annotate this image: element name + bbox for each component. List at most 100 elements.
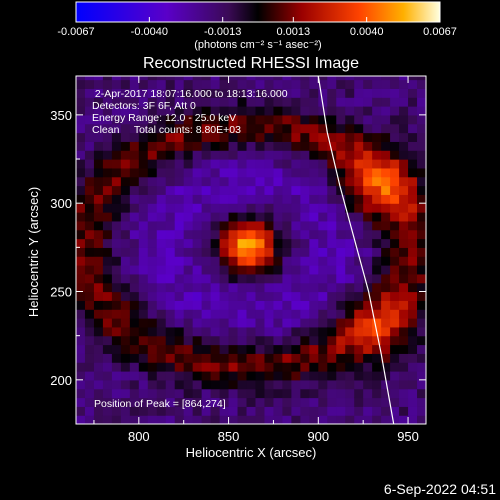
heatmap-cell xyxy=(111,88,122,98)
heatmap-cell xyxy=(354,185,364,195)
heatmap-cell xyxy=(93,282,104,293)
heatmap-cell xyxy=(408,406,418,416)
heatmap-cell xyxy=(417,265,426,275)
heatmap-cell xyxy=(282,229,292,240)
heatmap-cell xyxy=(174,220,185,231)
heatmap-cell xyxy=(372,309,382,319)
heatmap-cell xyxy=(237,406,248,416)
heatmap-cell xyxy=(390,185,400,195)
heatmap-cell xyxy=(156,406,167,416)
heatmap-cell xyxy=(255,388,266,399)
heatmap-cell xyxy=(156,203,167,213)
heatmap-cell xyxy=(372,132,382,142)
heatmap-cell xyxy=(372,265,382,275)
heatmap-cell xyxy=(111,159,122,169)
heatmap-cell xyxy=(76,273,86,284)
timestamp-footer: 6-Sep-2022 04:51 xyxy=(384,481,496,497)
heatmap-cell xyxy=(192,344,203,354)
heatmap-cell xyxy=(336,212,346,222)
heatmap-cell xyxy=(336,159,346,169)
heatmap-cell xyxy=(228,150,239,160)
heatmap-cell xyxy=(129,150,140,160)
heatmap-cell xyxy=(147,88,158,98)
heatmap-cell xyxy=(165,291,176,301)
heatmap-cell xyxy=(300,114,310,125)
heatmap-cell xyxy=(336,388,346,399)
heatmap-cell xyxy=(183,185,194,195)
heatmap-cell xyxy=(255,247,266,257)
heatmap-cell xyxy=(399,76,409,81)
heatmap-cell xyxy=(300,212,310,222)
heatmap-cell xyxy=(219,282,230,293)
heatmap-cell xyxy=(192,220,203,231)
heatmap-cell xyxy=(219,247,230,257)
heatmap-cell xyxy=(174,176,185,187)
heatmap-cell xyxy=(129,247,140,257)
heatmap-cell xyxy=(273,194,284,204)
heatmap-cell xyxy=(129,176,140,187)
heatmap-cell xyxy=(201,79,212,89)
heatmap-cell xyxy=(354,335,364,346)
annotation-time-range: 2-Apr-2017 18:07:16.000 to 18:13:16.000 xyxy=(92,88,288,100)
heatmap-cell xyxy=(183,88,194,98)
heatmap-cell xyxy=(300,141,310,151)
heatmap-cell xyxy=(93,132,104,142)
heatmap-cell xyxy=(102,406,113,416)
heatmap-cell xyxy=(363,344,373,354)
heatmap-cell xyxy=(183,123,194,134)
heatmap-cell xyxy=(165,176,176,187)
heatmap-cell xyxy=(327,194,337,204)
heatmap-cell xyxy=(183,291,194,301)
heatmap-cell xyxy=(327,212,337,222)
heatmap-cell xyxy=(183,203,194,213)
heatmap-cell xyxy=(246,300,257,310)
heatmap-cell xyxy=(201,159,212,169)
heatmap-cell xyxy=(192,318,203,328)
heatmap-cell xyxy=(228,123,239,134)
heatmap-cell xyxy=(354,203,364,213)
heatmap-cell xyxy=(93,291,104,301)
heatmap-cell xyxy=(102,379,113,390)
heatmap-cell xyxy=(174,194,185,204)
heatmap-cell xyxy=(291,159,301,169)
heatmap-cell xyxy=(354,150,364,160)
heatmap-cell xyxy=(300,309,310,319)
heatmap-cell xyxy=(102,362,113,372)
heatmap-cell xyxy=(111,282,122,293)
heatmap-cell xyxy=(174,273,185,284)
heatmap-cell xyxy=(120,335,131,346)
heatmap-cell xyxy=(336,256,346,266)
heatmap-cell xyxy=(381,97,391,107)
heatmap-cell xyxy=(156,309,167,319)
heatmap-cell xyxy=(309,203,319,213)
heatmap-cell xyxy=(264,379,275,390)
heatmap-cell xyxy=(255,79,266,89)
heatmap-cell xyxy=(228,79,239,89)
heatmap-cell xyxy=(76,79,86,89)
heatmap-cell xyxy=(408,309,418,319)
heatmap-cell xyxy=(390,141,400,151)
heatmap-cell xyxy=(255,132,266,142)
heatmap-cell xyxy=(228,76,239,81)
heatmap-cell xyxy=(246,335,257,346)
heatmap-cell xyxy=(93,185,104,195)
heatmap-cell xyxy=(246,247,257,257)
heatmap-cell xyxy=(336,167,346,178)
heatmap-cell xyxy=(138,114,149,125)
heatmap-cell xyxy=(264,326,275,337)
heatmap-cell xyxy=(102,371,113,381)
heatmap-cell xyxy=(102,291,113,301)
heatmap-cell xyxy=(192,203,203,213)
heatmap-cell xyxy=(120,150,131,160)
heatmap-cell xyxy=(318,300,328,310)
heatmap-cell xyxy=(174,88,185,98)
heatmap-cell xyxy=(381,256,391,266)
heatmap-cell xyxy=(291,212,301,222)
heatmap-cell xyxy=(255,282,266,293)
heatmap-cell xyxy=(147,238,158,248)
heatmap-cell xyxy=(399,212,409,222)
heatmap-cell xyxy=(174,300,185,310)
heatmap-cell xyxy=(183,79,194,89)
heatmap-cell xyxy=(381,326,391,337)
heatmap-cell xyxy=(300,318,310,328)
